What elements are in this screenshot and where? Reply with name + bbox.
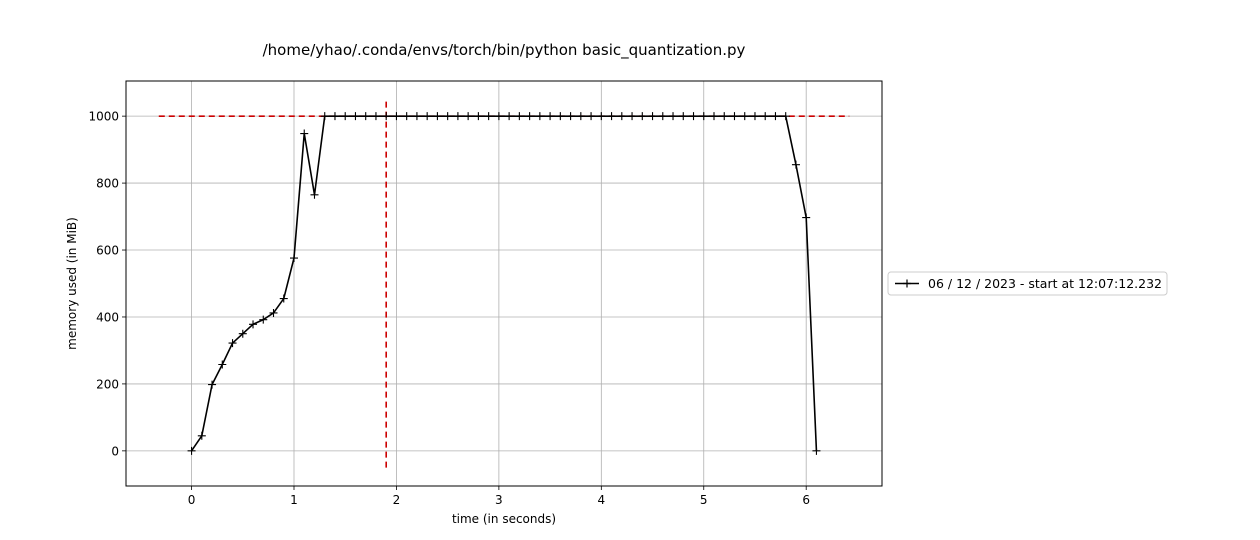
x-axis-label: time (in seconds) <box>452 512 556 526</box>
data-point-marker <box>587 112 596 121</box>
data-point-marker <box>679 112 688 121</box>
data-point-marker <box>730 112 739 121</box>
data-point-marker <box>750 112 759 121</box>
data-point-marker <box>535 112 544 121</box>
data-point-marker <box>566 112 575 121</box>
data-point-marker <box>464 112 473 121</box>
data-point-marker <box>361 112 370 121</box>
data-point-marker <box>781 112 790 121</box>
data-point-marker <box>505 112 514 121</box>
x-tick-label: 2 <box>393 493 401 507</box>
data-point-marker <box>187 446 196 455</box>
x-tick-label: 3 <box>495 493 503 507</box>
data-point-marker <box>197 431 206 440</box>
data-point-marker <box>791 160 800 169</box>
data-point-marker <box>330 112 339 121</box>
y-tick-label: 200 <box>96 377 119 391</box>
data-point-marker <box>412 112 421 121</box>
legend-entry-label: 06 / 12 / 2023 - start at 12:07:12.232 <box>928 276 1162 291</box>
data-point-marker <box>617 112 626 121</box>
legend: 06 / 12 / 2023 - start at 12:07:12.232 <box>887 271 1168 296</box>
data-point-marker <box>392 112 401 121</box>
data-point-marker <box>249 320 258 329</box>
data-point-marker <box>453 112 462 121</box>
grid-lines <box>126 81 882 486</box>
data-point-marker <box>341 112 350 121</box>
legend-marker-swatch <box>903 279 911 288</box>
data-point-marker <box>638 112 647 121</box>
data-point-marker <box>474 112 483 121</box>
data-point-marker <box>423 112 432 121</box>
data-point-marker <box>310 190 319 199</box>
data-point-marker <box>494 112 503 121</box>
data-point-marker <box>382 112 391 121</box>
data-point-marker <box>300 129 309 138</box>
data-point-marker <box>771 112 780 121</box>
data-point-marker <box>484 112 493 121</box>
data-point-marker <box>669 112 678 121</box>
data-point-marker <box>269 308 278 317</box>
data-point-marker <box>720 112 729 121</box>
x-tick-label: 1 <box>290 493 298 507</box>
series-line <box>190 115 818 452</box>
data-point-marker <box>710 112 718 121</box>
x-tick-label: 5 <box>700 493 708 507</box>
data-point-marker <box>597 112 606 121</box>
chart-title: /home/yhao/.conda/envs/torch/bin/python … <box>263 41 746 60</box>
data-point-marker <box>371 112 380 121</box>
y-tick-label: 0 <box>111 444 119 458</box>
y-tick-label: 400 <box>96 310 119 324</box>
data-point-marker <box>402 112 411 121</box>
y-axis-label: memory used (in MiB) <box>65 217 79 350</box>
reference-lines <box>158 99 850 468</box>
data-point-marker <box>546 112 555 121</box>
data-point-marker <box>607 112 616 121</box>
data-point-marker <box>689 112 698 121</box>
data-point-marker <box>812 446 821 455</box>
y-tick-label: 1000 <box>88 110 119 124</box>
data-point-marker <box>208 380 217 389</box>
data-point-marker <box>228 339 237 348</box>
data-point-marker <box>761 112 770 121</box>
y-axis-ticks: 0 200 400 600 800 1000 <box>88 110 126 458</box>
data-point-marker <box>515 112 524 121</box>
data-point-marker <box>699 112 708 121</box>
data-point-marker <box>218 360 227 369</box>
data-point-marker <box>740 112 749 121</box>
data-point-marker <box>290 254 298 263</box>
data-point-marker <box>525 112 534 121</box>
data-point-marker <box>628 112 637 121</box>
y-tick-label: 600 <box>96 244 119 258</box>
data-point-marker <box>648 112 657 121</box>
x-axis-ticks: 0 1 2 3 4 5 6 <box>188 486 810 507</box>
y-tick-label: 800 <box>96 177 119 191</box>
data-point-marker <box>259 315 268 324</box>
x-tick-label: 6 <box>802 493 810 507</box>
legend-box <box>887 271 1168 296</box>
plot-frame <box>125 80 883 487</box>
data-point-marker <box>576 112 585 121</box>
data-point-marker <box>238 329 247 338</box>
data-point-marker <box>802 213 811 222</box>
x-tick-label: 4 <box>597 493 605 507</box>
data-point-marker <box>279 294 288 303</box>
series-layer <box>187 112 821 455</box>
data-point-marker <box>556 112 565 121</box>
data-point-marker <box>320 112 329 121</box>
x-tick-label: 0 <box>188 493 196 507</box>
data-point-marker <box>351 112 360 121</box>
data-point-marker <box>433 112 442 121</box>
data-point-marker <box>443 112 452 121</box>
data-point-marker <box>658 112 667 121</box>
